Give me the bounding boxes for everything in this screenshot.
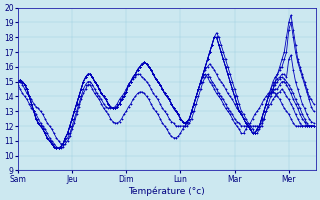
X-axis label: Température (°c): Température (°c): [129, 186, 205, 196]
